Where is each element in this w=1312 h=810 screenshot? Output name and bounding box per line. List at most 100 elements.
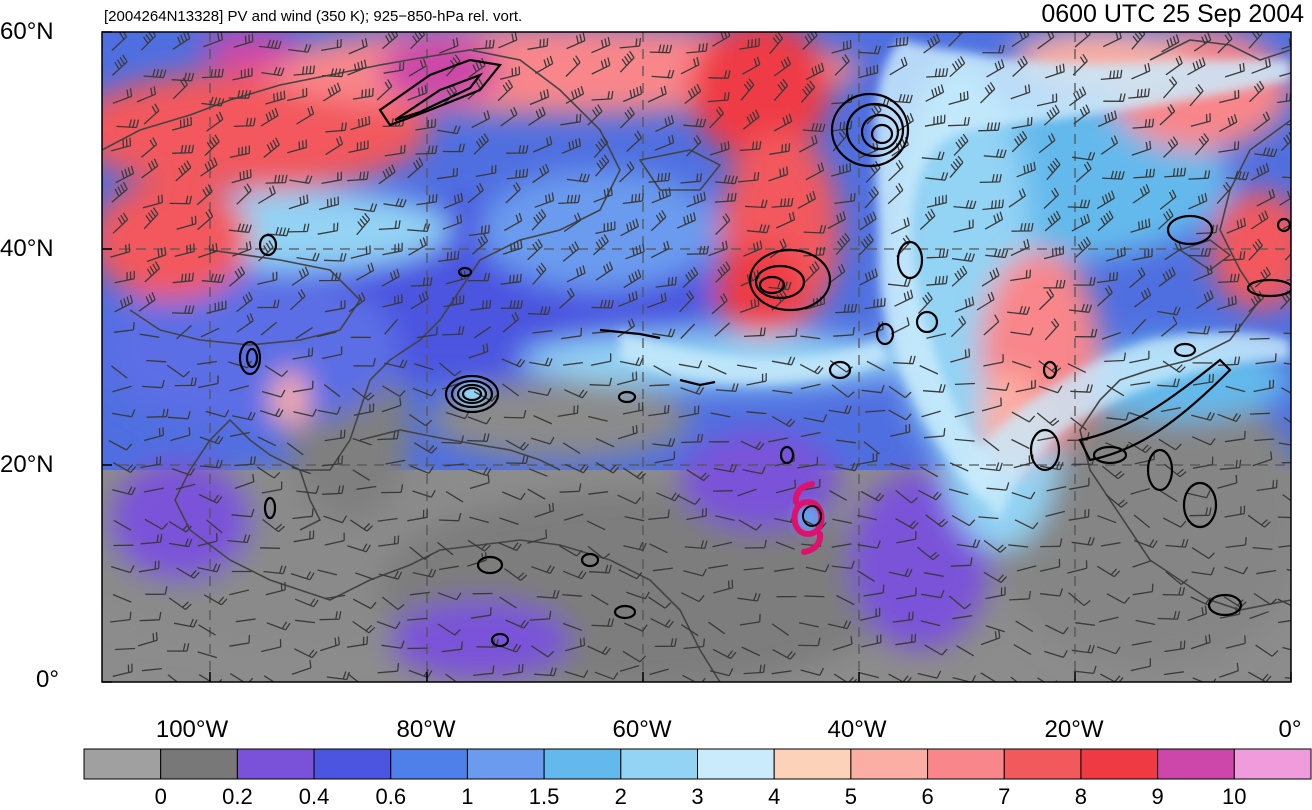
wind-barb: [1224, 505, 1246, 518]
wind-barb: [146, 359, 167, 363]
wind-barb: [1103, 93, 1126, 102]
wind-barb: [1157, 306, 1181, 316]
wind-barb: [265, 174, 288, 184]
wind-barb: [1216, 181, 1232, 205]
wind-barb: [831, 39, 852, 54]
wind-barb: [1283, 332, 1291, 334]
wind-barb: [624, 515, 645, 522]
wind-barb: [1044, 650, 1068, 659]
wind-barb: [798, 637, 821, 647]
wind-barb: [1226, 217, 1247, 234]
wind-barb: [1102, 170, 1125, 180]
wind-barb: [619, 664, 640, 672]
wind-barb: [804, 595, 825, 598]
wind-barb: [174, 377, 197, 387]
wind-barb: [833, 673, 858, 682]
wind-barb: [260, 321, 277, 336]
wind-barb: [236, 183, 252, 205]
wind-barb: [1131, 62, 1151, 80]
wind-barb: [858, 64, 879, 79]
wind-barb: [291, 659, 312, 675]
wind-barb: [116, 119, 140, 129]
wind-barb: [1068, 592, 1091, 607]
wind-barb: [1160, 407, 1181, 413]
wind-barb: [978, 122, 1001, 132]
wind-barb: [532, 262, 547, 285]
wind-barb: [1224, 566, 1249, 575]
wind-barb: [744, 539, 767, 549]
wind-barb: [1069, 303, 1093, 313]
wind-barb: [503, 212, 523, 232]
wind-barb: [407, 223, 431, 233]
lat-label-40n: 40°N: [0, 235, 54, 262]
wind-barb: [500, 106, 518, 127]
wind-barb: [229, 634, 251, 647]
wind-barb: [956, 539, 981, 549]
wind-barb: [954, 438, 975, 442]
wind-barb: [707, 365, 727, 375]
wind-barb: [322, 82, 341, 102]
wind-barb: [286, 442, 304, 456]
wind-barb: [617, 371, 638, 386]
wind-barb: [1157, 378, 1180, 388]
wind-barb: [1037, 32, 1055, 50]
wind-barb: [527, 488, 546, 500]
wind-barb: [443, 295, 465, 308]
wind-barb: [713, 463, 738, 473]
wind-barb: [980, 629, 1001, 646]
wind-barb: [352, 598, 377, 610]
wind-barb: [196, 184, 213, 206]
wind-barb: [923, 33, 941, 54]
wind-barb: [1011, 491, 1036, 500]
wind-barb: [736, 364, 757, 370]
wind-barb: [895, 489, 918, 504]
wind-barb: [986, 59, 1005, 78]
wind-barb: [139, 333, 160, 338]
wind-barb: [197, 209, 214, 231]
wind-barb: [321, 38, 342, 52]
wind-barb: [472, 39, 495, 50]
wind-barb: [176, 324, 192, 340]
wind-barb: [475, 164, 497, 178]
wind-barb: [168, 538, 193, 548]
wind-barb: [654, 134, 675, 151]
wind-barb: [446, 54, 461, 77]
wind-barb: [111, 32, 128, 51]
colorbar-label: 0.2: [222, 784, 253, 809]
wind-barb: [351, 387, 375, 401]
wind-barb: [835, 303, 858, 314]
colorbar: [83, 748, 1312, 780]
wind-barb: [742, 56, 761, 75]
wind-barb: [287, 139, 308, 154]
wind-barb: [288, 194, 309, 210]
wind-barb: [566, 265, 586, 283]
wind-barb: [1073, 665, 1097, 675]
wind-barb: [473, 133, 489, 155]
wind-barb: [617, 494, 642, 505]
wind-barb: [412, 387, 437, 397]
wind-barb: [438, 362, 462, 377]
wind-barb: [500, 300, 524, 309]
wind-barb: [828, 490, 848, 501]
wind-barb: [1192, 436, 1216, 446]
wind-barb: [923, 572, 944, 577]
wind-barb: [473, 665, 495, 677]
wind-barb: [565, 637, 586, 652]
wind-barb: [888, 409, 912, 421]
wind-barb: [199, 459, 223, 469]
wind-barb: [864, 186, 879, 209]
wind-barb: [144, 518, 168, 530]
wind-barb: [409, 591, 430, 596]
wind-barb: [921, 589, 945, 599]
wind-barb: [505, 619, 530, 629]
wind-barb: [1075, 161, 1092, 183]
wind-barb: [1281, 176, 1291, 179]
wind-barb: [352, 620, 376, 634]
wind-barb: [197, 533, 218, 547]
wind-barb: [293, 530, 315, 543]
colorbar-label: 8: [1074, 784, 1088, 809]
wind-barb: [437, 167, 459, 180]
wind-barb: [1012, 55, 1028, 77]
wind-barb: [110, 611, 132, 623]
